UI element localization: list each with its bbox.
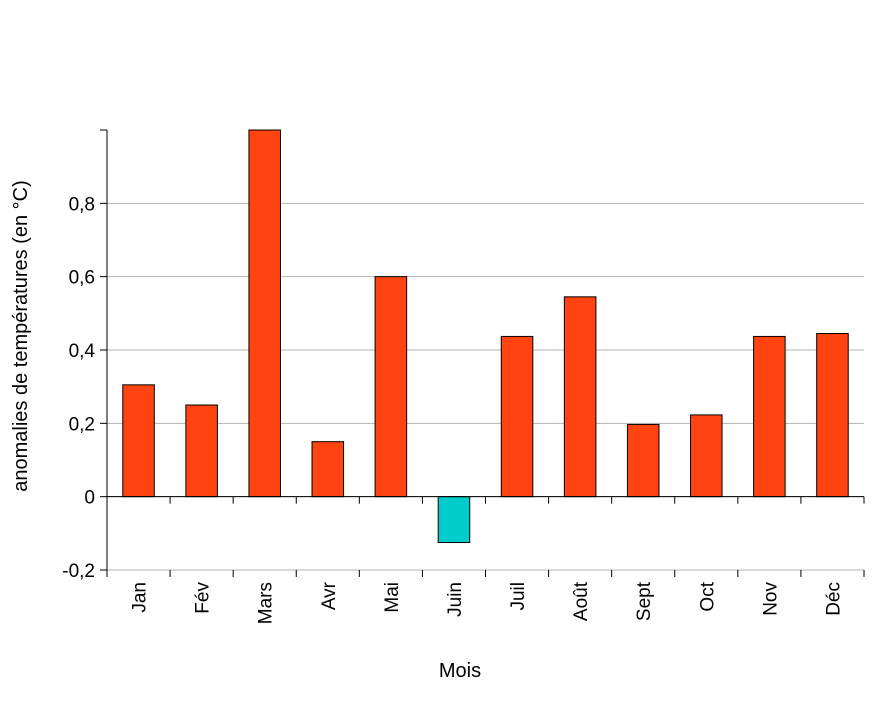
x-tick-label: Sept xyxy=(634,581,655,621)
x-tick-label: Août xyxy=(571,581,592,621)
y-tick-label: 0,4 xyxy=(69,341,96,362)
bar-Août xyxy=(563,296,597,498)
y-tick-label: 0,8 xyxy=(69,194,95,215)
gridlines xyxy=(107,202,864,571)
y-tick-labels: -0,2 0 0,2 0,4 0,6 0,8 xyxy=(62,194,95,582)
x-axis-title: Mois xyxy=(439,660,481,682)
bar-Oct xyxy=(690,414,723,498)
x-tick-label: Jan xyxy=(130,582,151,613)
bar-Fév xyxy=(185,404,218,498)
y-tick-label: 0,6 xyxy=(69,268,95,289)
y-axis-title: anomalies de températures (en °C) xyxy=(10,180,32,491)
y-tick-label: 0 xyxy=(84,488,95,509)
y-tick-label: 0,2 xyxy=(69,414,95,435)
bar-Avr xyxy=(311,441,345,498)
bar-Mars xyxy=(248,129,281,498)
x-tick-label: Déc xyxy=(823,582,844,616)
x-tick-label: Fév xyxy=(193,582,214,614)
bar-Nov xyxy=(753,335,786,498)
axes xyxy=(100,129,865,577)
x-tick-label: Juil xyxy=(508,582,529,611)
x-tick-label: Mars xyxy=(256,582,277,624)
bar-Juil xyxy=(500,335,534,498)
bar-Jan xyxy=(122,384,155,498)
bar-Déc xyxy=(816,333,849,498)
x-tick-labels: Jan Fév Mars Avr Mai Juin Juil Août Sept Oct Nov Dé… xyxy=(130,581,845,624)
x-tick-label: Juin xyxy=(445,582,466,617)
bar-Sept xyxy=(626,423,660,498)
y-tick-label: -0,2 xyxy=(62,561,95,582)
bar-Mai xyxy=(374,276,408,498)
x-tick-label: Oct xyxy=(697,581,718,611)
bar-Juin xyxy=(437,496,471,543)
bars xyxy=(122,129,849,543)
x-tick-label: Avr xyxy=(319,581,340,610)
x-tick-label: Mai xyxy=(382,582,403,613)
x-tick-label: Nov xyxy=(760,582,781,616)
